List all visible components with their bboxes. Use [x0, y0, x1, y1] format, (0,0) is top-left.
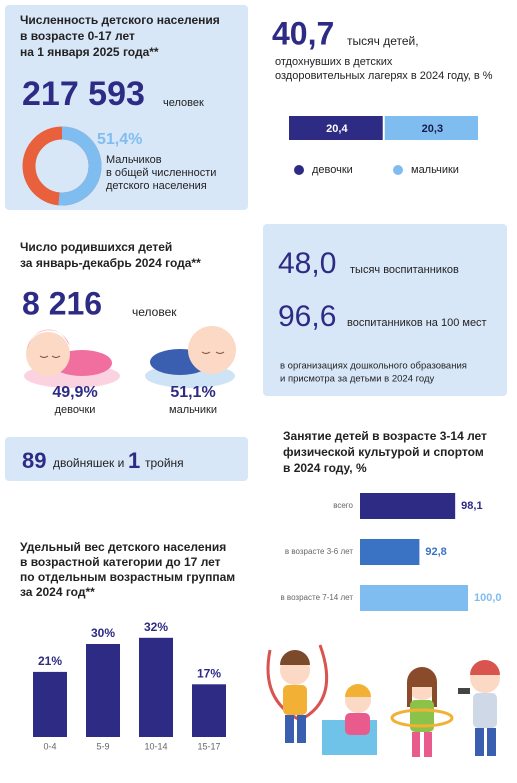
bar [360, 585, 468, 611]
chart-title: физической культурой и спортом [283, 445, 484, 459]
unit: человек [163, 97, 204, 109]
bar [360, 493, 456, 519]
caption: и присмотра за детьми в 2024 году [280, 374, 434, 385]
chart-title: за 2024 год** [20, 585, 95, 599]
baby-girl-icon [24, 329, 120, 388]
caption: Мальчиков [106, 154, 162, 166]
chart-title: в возрастной категории до 17 лет [20, 555, 221, 569]
bar-segment [289, 116, 383, 140]
baby-boy-icon [145, 326, 236, 388]
panel [5, 5, 248, 210]
panel [5, 437, 248, 481]
title: в возрасте 0-17 лет [20, 29, 135, 43]
value-label: 32% [144, 620, 168, 634]
label: двойняшек и [53, 456, 124, 470]
big-number: 96,6 [278, 300, 336, 333]
share: 51,1% [170, 384, 215, 401]
bar [33, 671, 67, 737]
title: на 1 января 2025 года** [20, 45, 159, 59]
big-number: 89 [22, 448, 46, 473]
bar [192, 684, 226, 737]
big-number: 217 593 [22, 75, 145, 113]
x-tick-label: 0-4 [43, 741, 56, 751]
value-label: 30% [91, 626, 115, 640]
caption: оздоровительных лагерях в 2024 году, в % [275, 70, 493, 82]
x-tick-label: 10-14 [144, 741, 167, 751]
value-label: 20,3 [422, 123, 443, 135]
kids-illustration [266, 644, 500, 757]
value-label: 100,0 [474, 592, 502, 604]
donut-label: 51,4% [97, 131, 142, 148]
value-label: 20,4 [326, 123, 348, 135]
unit: человек [132, 305, 177, 319]
chart-title: по отдельным возрастным группам [20, 570, 235, 584]
legend-marker [393, 165, 403, 175]
bar [86, 644, 120, 737]
value-label: 92,8 [425, 546, 446, 558]
value-label: 21% [38, 654, 62, 668]
title: Численность детского населения [20, 13, 220, 27]
bar-segment [384, 116, 478, 140]
chart-title: Удельный вес детского населения [20, 540, 226, 554]
donut-segment [22, 126, 102, 206]
value-label: 17% [197, 666, 221, 680]
category-label: в возрасте 7-14 лет [280, 593, 353, 602]
category-label: в возрасте 3-6 лет [285, 547, 353, 556]
legend-label: девочки [312, 164, 353, 176]
value-label: 98,1 [461, 500, 482, 512]
label: тройня [145, 456, 184, 470]
bar [360, 539, 420, 565]
x-tick-label: 5-9 [96, 741, 109, 751]
title: Число родившихся детей [20, 240, 172, 254]
big-number: 8 216 [22, 285, 102, 321]
legend-label: мальчики [411, 164, 459, 176]
x-tick-label: 15-17 [197, 741, 220, 751]
unit: воспитанников на 100 мест [347, 317, 487, 329]
share-label: девочки [55, 404, 96, 416]
big-number: 40,7 [272, 15, 334, 51]
unit: тысяч детей, [347, 34, 419, 48]
share: 49,9% [52, 384, 97, 401]
caption: в общей численности [106, 167, 216, 179]
chart-title: Занятие детей в возрасте 3-14 лет [283, 429, 487, 443]
panel [263, 224, 507, 396]
big-number: 1 [128, 448, 140, 473]
chart-title: в 2024 году, % [283, 461, 367, 475]
big-number: 48,0 [278, 247, 336, 280]
share-label: мальчики [169, 404, 217, 416]
category-label: всего [333, 501, 353, 510]
legend-marker [294, 165, 304, 175]
caption: в организациях дошкольного образования [280, 361, 467, 372]
caption: детского населения [106, 180, 207, 192]
bar [139, 637, 173, 737]
unit: тысяч воспитанников [350, 264, 459, 276]
title: за январь-декабрь 2024 года** [20, 256, 201, 270]
caption: отдохнувших в детских [275, 56, 393, 68]
